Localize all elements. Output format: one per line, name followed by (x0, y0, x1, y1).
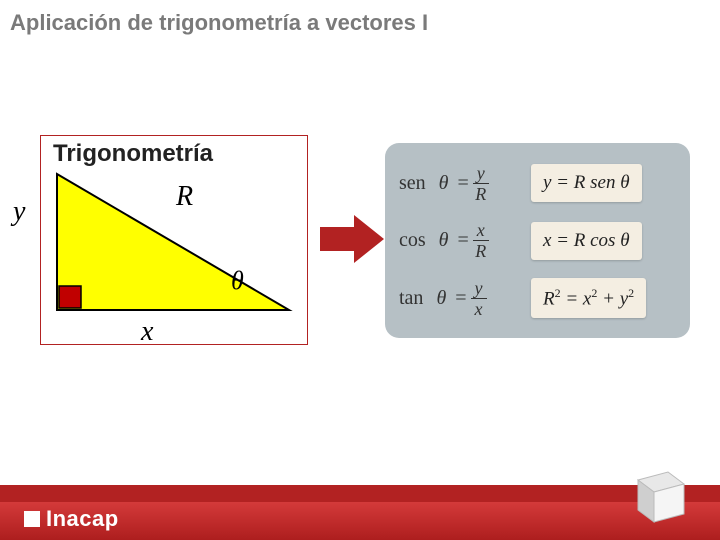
formula-row-cos: cos θ = x R x = R cos θ (399, 213, 680, 269)
right-triangle (53, 170, 297, 318)
ratio-cos: cos θ = x R (399, 221, 519, 260)
cube-decoration-icon (620, 460, 690, 530)
label-R: R (176, 181, 193, 213)
page-title: Aplicación de trigonometría a vectores I (10, 10, 428, 36)
label-y: y (13, 196, 25, 228)
result-cos: x = R cos θ (531, 222, 642, 260)
brand-logo: Inacap (24, 506, 119, 532)
triangle-shape (57, 174, 289, 310)
trig-panel: Trigonometría y R θ x (40, 135, 308, 345)
brand-text: Inacap (46, 506, 119, 532)
ratio-sen: sen θ = y R (399, 164, 519, 203)
logo-square-icon (24, 511, 40, 527)
formula-row-sen: sen θ = y R y = R sen θ (399, 155, 680, 211)
trig-heading: Trigonometría (53, 140, 213, 168)
result-sen: y = R sen θ (531, 164, 642, 202)
label-theta: θ (231, 266, 244, 296)
footer: Inacap (0, 465, 720, 540)
right-angle-marker (59, 286, 81, 308)
formula-box: sen θ = y R y = R sen θ cos θ = x R x = … (385, 143, 690, 338)
ratio-tan: tan θ = y x (399, 279, 519, 318)
label-x: x (141, 316, 153, 348)
formula-row-tan: tan θ = y x R2 = x2 + y2 (399, 270, 680, 326)
result-pythagoras: R2 = x2 + y2 (531, 278, 646, 318)
arrow-icon (320, 215, 384, 263)
